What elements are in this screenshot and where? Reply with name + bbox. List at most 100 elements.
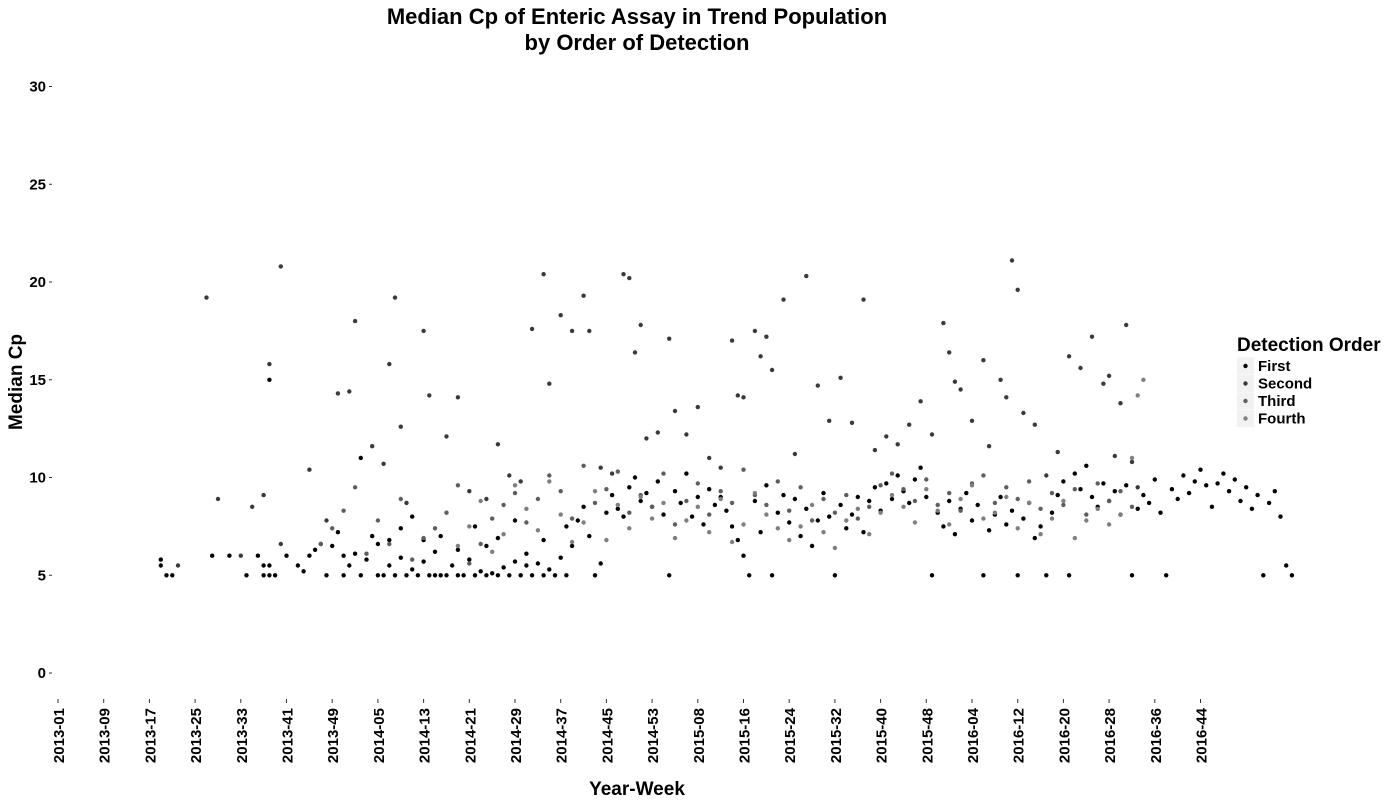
data-point (569, 516, 575, 521)
data-point (301, 569, 306, 574)
data-point (1044, 473, 1049, 478)
data-point (638, 322, 643, 328)
data-point (358, 573, 363, 578)
data-point (1118, 489, 1123, 494)
data-point (1209, 504, 1215, 509)
data-point (575, 518, 580, 523)
data-point (427, 393, 432, 398)
data-point (918, 465, 923, 470)
data-point (381, 461, 386, 466)
data-point (541, 537, 546, 543)
data-point (1106, 498, 1112, 504)
data-point (604, 487, 609, 492)
y-tick-label: 0 (38, 665, 46, 682)
x-tick-label: 2015-48 (919, 708, 936, 763)
data-point (969, 418, 975, 423)
data-point (490, 549, 495, 554)
data-point (1232, 477, 1238, 482)
data-point (947, 350, 952, 355)
data-point (889, 471, 895, 476)
legend-marker-third (1243, 398, 1248, 404)
data-point (832, 573, 838, 578)
data-point (438, 533, 443, 539)
data-point (769, 573, 775, 578)
data-point (1272, 489, 1278, 494)
x-tick-label: 2014-53 (645, 708, 662, 763)
data-point (718, 496, 723, 502)
data-point (912, 498, 918, 504)
data-point (787, 508, 792, 513)
data-point (295, 563, 301, 568)
data-point (455, 547, 461, 552)
x-tick-label: 2016-28 (1102, 708, 1119, 763)
data-point (529, 573, 535, 578)
data-point (484, 573, 489, 578)
y-tick-label: 25 (29, 176, 46, 193)
data-point (164, 573, 169, 578)
data-point (615, 502, 620, 508)
data-point (1255, 492, 1260, 498)
data-point (552, 573, 558, 578)
data-point (809, 518, 815, 523)
data-point (175, 563, 181, 568)
data-point (1015, 573, 1020, 578)
chart-title-line-1: Median Cp of Enteric Assay in Trend Popu… (387, 4, 887, 29)
data-point (307, 467, 312, 472)
data-point (238, 553, 243, 558)
data-point (747, 573, 752, 578)
x-tick-label: 2016-36 (1148, 708, 1165, 763)
data-point (729, 500, 735, 506)
data-point (1124, 322, 1129, 328)
data-point (741, 467, 746, 472)
data-point (1049, 490, 1055, 496)
data-point (1284, 563, 1289, 568)
data-point (438, 573, 443, 578)
data-point (455, 395, 461, 400)
data-point (204, 295, 209, 300)
data-point (592, 500, 598, 506)
data-point (1038, 532, 1043, 537)
data-point (992, 500, 998, 506)
data-point (1032, 422, 1038, 427)
data-point (1118, 401, 1123, 406)
data-point (467, 489, 472, 494)
data-point (1106, 373, 1112, 378)
data-point (889, 492, 895, 498)
data-point (467, 561, 472, 566)
data-point (524, 551, 529, 556)
data-point (735, 393, 740, 398)
data-point (918, 399, 923, 404)
data-point (878, 483, 883, 488)
data-point (861, 530, 866, 535)
data-point (324, 518, 329, 523)
x-tick-label: 2016-12 (1011, 708, 1028, 763)
data-point (929, 432, 935, 437)
data-point (627, 485, 632, 490)
data-point (1015, 287, 1020, 292)
data-point (964, 490, 969, 496)
data-point (672, 489, 678, 494)
data-point (924, 477, 929, 482)
data-point (284, 553, 289, 558)
data-point (741, 395, 746, 400)
data-point (421, 559, 426, 564)
data-point (649, 504, 655, 509)
data-point (958, 387, 963, 392)
data-point (1141, 377, 1146, 382)
data-point (901, 487, 906, 492)
data-point (678, 500, 683, 506)
data-point (1129, 459, 1135, 465)
data-point (375, 573, 381, 578)
data-point (787, 520, 792, 525)
x-tick-label: 2015-16 (737, 708, 754, 763)
data-point (707, 455, 712, 461)
data-point (1026, 500, 1032, 506)
data-point (484, 496, 489, 502)
data-point (410, 557, 415, 562)
data-point (335, 391, 341, 396)
data-point (450, 563, 455, 568)
data-point (512, 518, 518, 523)
x-tick-label: 2016-20 (1056, 708, 1073, 763)
data-point (467, 557, 472, 562)
